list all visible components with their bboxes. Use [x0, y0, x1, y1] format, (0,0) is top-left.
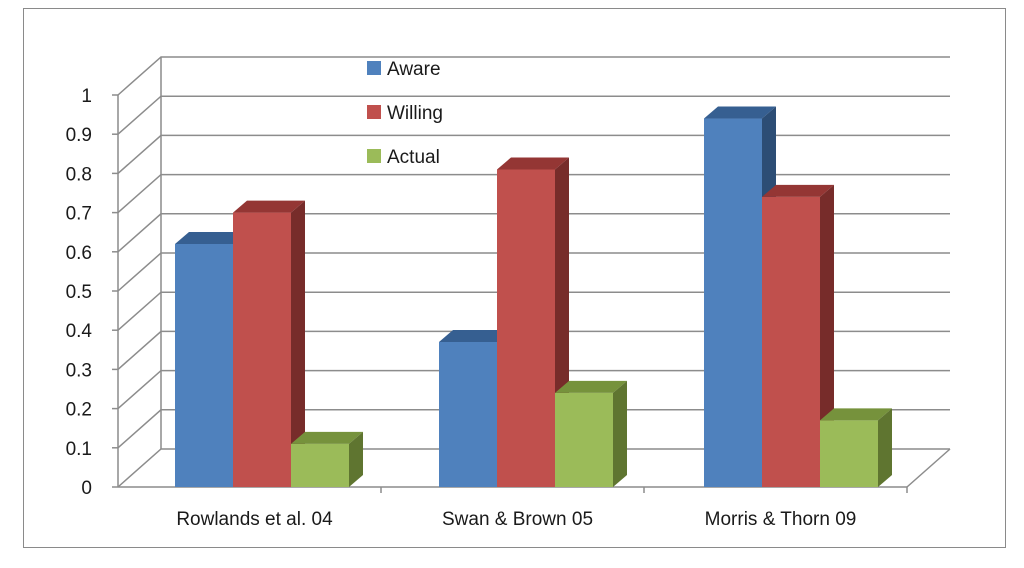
bar-top-face: [704, 106, 776, 119]
bar-top-face: [291, 431, 363, 444]
gridline: [117, 448, 950, 488]
x-tick-label: Morris & Thorn 09: [705, 509, 857, 530]
y-tick-label: 0.4: [66, 321, 93, 342]
gridline: [117, 409, 950, 449]
bar-top-face: [762, 184, 834, 197]
y-tick-label: 0.7: [66, 204, 92, 225]
gridline: [117, 213, 950, 253]
bar-front-face: [704, 118, 762, 488]
gridlines: [112, 56, 950, 493]
y-tick-label: 0.8: [66, 164, 92, 185]
gridline: [117, 95, 950, 135]
bar-top-face: [555, 380, 627, 393]
gridline: [117, 252, 950, 292]
y-tick-label: 0.9: [66, 125, 92, 146]
bar-side-face: [613, 380, 627, 487]
bar-willing-1: [233, 200, 305, 487]
gridline: [117, 369, 950, 410]
bar-top-face: [497, 157, 569, 170]
bar-top-face: [439, 329, 511, 342]
bar-front-face: [233, 212, 291, 487]
y-tick-label: 0.2: [66, 400, 92, 421]
bar-front-face: [175, 243, 233, 487]
bar-front-face: [497, 169, 555, 488]
x-axis-labels: Rowlands et al. 04 Swan & Brown 05 Morris …: [176, 509, 856, 530]
legend-label-aware: Aware: [387, 59, 441, 80]
legend-label-willing: Willing: [387, 103, 443, 124]
x-tick-label: Swan & Brown 05: [442, 509, 593, 530]
y-tick-label: 0: [81, 478, 92, 499]
bar-front-face: [820, 420, 878, 487]
gridline: [117, 330, 950, 370]
y-tick-label: 0.5: [66, 282, 92, 303]
bar-actual-2: [555, 380, 627, 487]
y-tick-label: 0.1: [66, 439, 92, 460]
legend-swatch-actual: [367, 149, 381, 163]
bar-actual-1: [291, 431, 363, 487]
gridline: [117, 56, 950, 96]
bars: [175, 106, 892, 488]
legend-label-actual: Actual: [387, 147, 440, 168]
chart-frame: 0 0.1 0.2 0.3 0.4 0.5 0.6 0.7 0.8 0.9 1 Rowlands e…: [23, 8, 1006, 548]
legend-swatch-aware: [367, 61, 381, 75]
bar-side-face: [349, 431, 363, 487]
bar-front-face: [762, 196, 820, 488]
gridline: [117, 173, 950, 214]
y-tick-label: 0.3: [66, 360, 92, 381]
y-tick-label: 0.6: [66, 243, 92, 264]
y-axis-ticks: 0 0.1 0.2 0.3 0.4 0.5 0.6 0.7 0.8 0.9 1: [66, 86, 93, 499]
bar-side-face: [291, 200, 305, 487]
bar-top-face: [820, 408, 892, 421]
bar-chart: 0 0.1 0.2 0.3 0.4 0.5 0.6 0.7 0.8 0.9 1 Rowlands e…: [66, 56, 951, 530]
bar-actual-3: [820, 408, 892, 487]
y-tick-label: 1: [81, 86, 92, 107]
legend: Aware Willing Actual: [367, 59, 443, 168]
gridline: [117, 291, 950, 331]
floor-right-edge: [906, 448, 951, 488]
bar-front-face: [291, 443, 349, 487]
bar-top-face: [233, 200, 305, 213]
bar-top-face: [175, 231, 247, 244]
bar-front-face: [555, 392, 613, 487]
x-tick-label: Rowlands et al. 04: [176, 509, 333, 530]
bar-front-face: [439, 341, 497, 487]
gridline: [117, 134, 950, 174]
bar-side-face: [878, 408, 892, 487]
legend-swatch-willing: [367, 105, 381, 119]
